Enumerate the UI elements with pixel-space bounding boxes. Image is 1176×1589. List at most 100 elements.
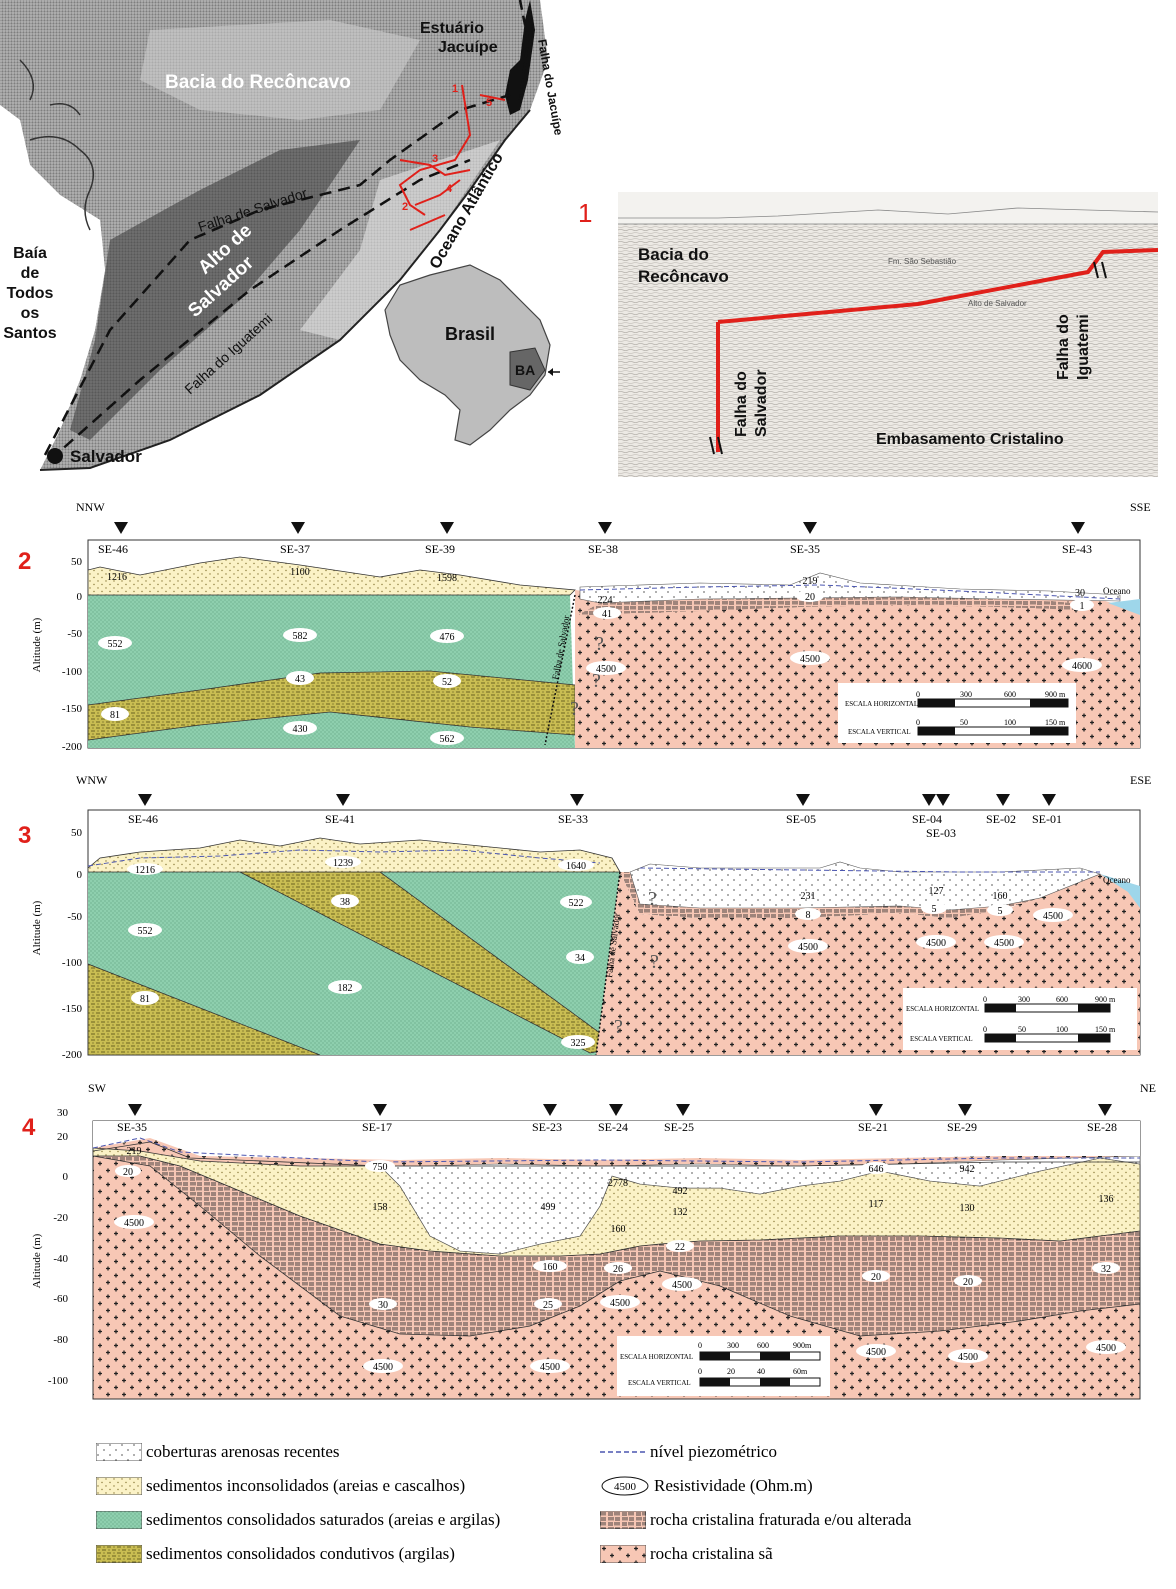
panel-1-number: 1 [578,198,593,228]
s4-scale-bar: ESCALA HORIZONTAL ESCALA VERTICAL 0 300 6… [617,1336,830,1396]
svg-text:50: 50 [71,556,83,568]
svg-text:SE-39: SE-39 [425,542,455,556]
s3-scale-bar: ESCALA HORIZONTAL ESCALA VERTICAL 0 300 6… [903,988,1137,1050]
svg-text:-50: -50 [67,911,82,923]
section-2-number: 2 [18,548,32,575]
svg-text:32: 32 [1101,1264,1111,1275]
svg-text:4500: 4500 [614,1481,637,1493]
legend-fractured-label: rocha cristalina fraturada e/ou alterada [650,1510,912,1529]
svg-text:117: 117 [869,1199,884,1210]
svg-text:900m: 900m [793,1341,812,1350]
svg-text:1216: 1216 [135,865,155,876]
svg-text:-200: -200 [62,741,83,753]
legend-piezometric: nível piezométrico [600,1442,777,1462]
seismic-falha-salvador-2: Salvador [753,369,770,437]
svg-text:1239: 1239 [333,858,353,869]
svg-text:ESCALA HORIZONTAL: ESCALA HORIZONTAL [906,1005,979,1013]
svg-text:4500: 4500 [610,1298,630,1309]
svg-text:160: 160 [543,1262,558,1273]
svg-text:1: 1 [1080,601,1085,612]
svg-text:4600: 4600 [1072,661,1092,672]
svg-text:81: 81 [140,994,150,1005]
svg-text:-100: -100 [62,957,83,969]
svg-text:SE-24: SE-24 [598,1120,628,1134]
brazil-inset [384,264,560,446]
svg-text:4500: 4500 [994,938,1014,949]
s4-station-labels: SE-35 SE-17 SE-23 SE-24 SE-25 SE-21 SE-2… [117,1120,1117,1134]
svg-text:100: 100 [1004,718,1016,727]
legend-saturated-label: sedimentos consolidados saturados (areia… [146,1510,501,1529]
s2-station-markers [114,522,1085,534]
svg-text:30: 30 [57,1107,69,1119]
s4-resistivity: 219 20 4500 750 158 499 2778 492 160 132… [114,1146,1126,1373]
svg-text:81: 81 [110,710,120,721]
s2-scale-bar: ESCALA HORIZONTAL ESCALA VERTICAL 0 300 6… [838,683,1076,743]
svg-text:-150: -150 [62,1003,83,1015]
svg-text:0: 0 [63,1171,69,1183]
svg-text:4500: 4500 [798,942,818,953]
svg-text:20: 20 [123,1167,133,1178]
legend-resistivity-label: Resistividade (Ohm.m) [654,1476,813,1495]
svg-text:SE-23: SE-23 [532,1120,562,1134]
location-map: Estuário Jacuípe Falha do Jacuípe Bacia … [0,0,565,475]
svg-text:SE-46: SE-46 [128,812,158,826]
s3-station-labels: SE-46 SE-41 SE-33 SE-05 SE-04 SE-03 SE-0… [128,812,1062,840]
svg-text:60m: 60m [793,1367,808,1376]
svg-text:26: 26 [613,1264,623,1275]
section-3-number: 3 [18,822,32,849]
legend-resistivity: 4500 Resistividade (Ohm.m) [600,1476,813,1496]
svg-text:132: 132 [673,1207,688,1218]
svg-text:150 m: 150 m [1045,718,1066,727]
s3-station-markers [138,794,1056,806]
svg-text:20: 20 [963,1277,973,1288]
legend-cover-label: coberturas arenosas recentes [146,1442,340,1461]
svg-text:476: 476 [440,632,455,643]
svg-text:30: 30 [1075,588,1085,599]
svg-text:4500: 4500 [596,664,616,675]
svg-text:50: 50 [1018,1025,1026,1034]
s2-left-dir: NNW [76,500,105,514]
svg-text:?: ? [595,633,604,655]
seismic-fm: Fm. São Sebastião [888,257,957,266]
s4-left-dir: SW [88,1081,107,1095]
svg-text:-80: -80 [53,1334,68,1346]
seismic-section: Bacia do Recôncavo Fm. São Sebastião Alt… [618,192,1158,477]
svg-text:43: 43 [295,674,305,685]
label-estuario: Estuário [420,20,484,37]
svg-text:646: 646 [869,1164,884,1175]
svg-text:SE-25: SE-25 [664,1120,694,1134]
svg-text:50: 50 [960,718,968,727]
map-profile-1: 1 [452,83,458,95]
svg-text:-40: -40 [53,1253,68,1265]
label-bacia: Bacia do Recôncavo [165,72,351,93]
svg-text:0: 0 [983,995,987,1004]
legend-rock: rocha cristalina sã [600,1544,773,1564]
svg-text:20: 20 [727,1367,735,1376]
legend-saturated: sedimentos consolidados saturados (areia… [96,1510,500,1530]
s2-right-dir: SSE [1130,500,1151,514]
svg-text:0: 0 [698,1341,702,1350]
fault-salvador-line [43,93,511,456]
svg-text:430: 430 [293,724,308,735]
s4-station-markers [128,1104,1112,1116]
svg-text:SE-46: SE-46 [98,542,128,556]
svg-text:4500: 4500 [124,1218,144,1229]
s3-oceano: Oceano [1103,875,1131,885]
svg-text:219: 219 [803,576,818,587]
label-baia-2: de [21,265,40,282]
svg-text:22: 22 [675,1242,685,1253]
label-jacuipe: Jacuípe [438,39,498,56]
map-profile-5: 5 [486,97,492,109]
svg-text:SE-05: SE-05 [786,812,816,826]
svg-text:?: ? [614,1016,623,1038]
s2-station-labels: SE-46 SE-37 SE-39 SE-38 SE-35 SE-43 [98,542,1092,556]
svg-text:300: 300 [727,1341,739,1350]
svg-text:4500: 4500 [1043,911,1063,922]
svg-text:SE-01: SE-01 [1032,812,1062,826]
svg-text:?: ? [592,670,601,692]
label-baia-5: Santos [3,325,56,342]
salvador-dot [47,448,63,464]
svg-text:-200: -200 [62,1049,83,1061]
svg-text:ESCALA VERTICAL: ESCALA VERTICAL [628,1379,691,1387]
svg-text:522: 522 [569,898,584,909]
